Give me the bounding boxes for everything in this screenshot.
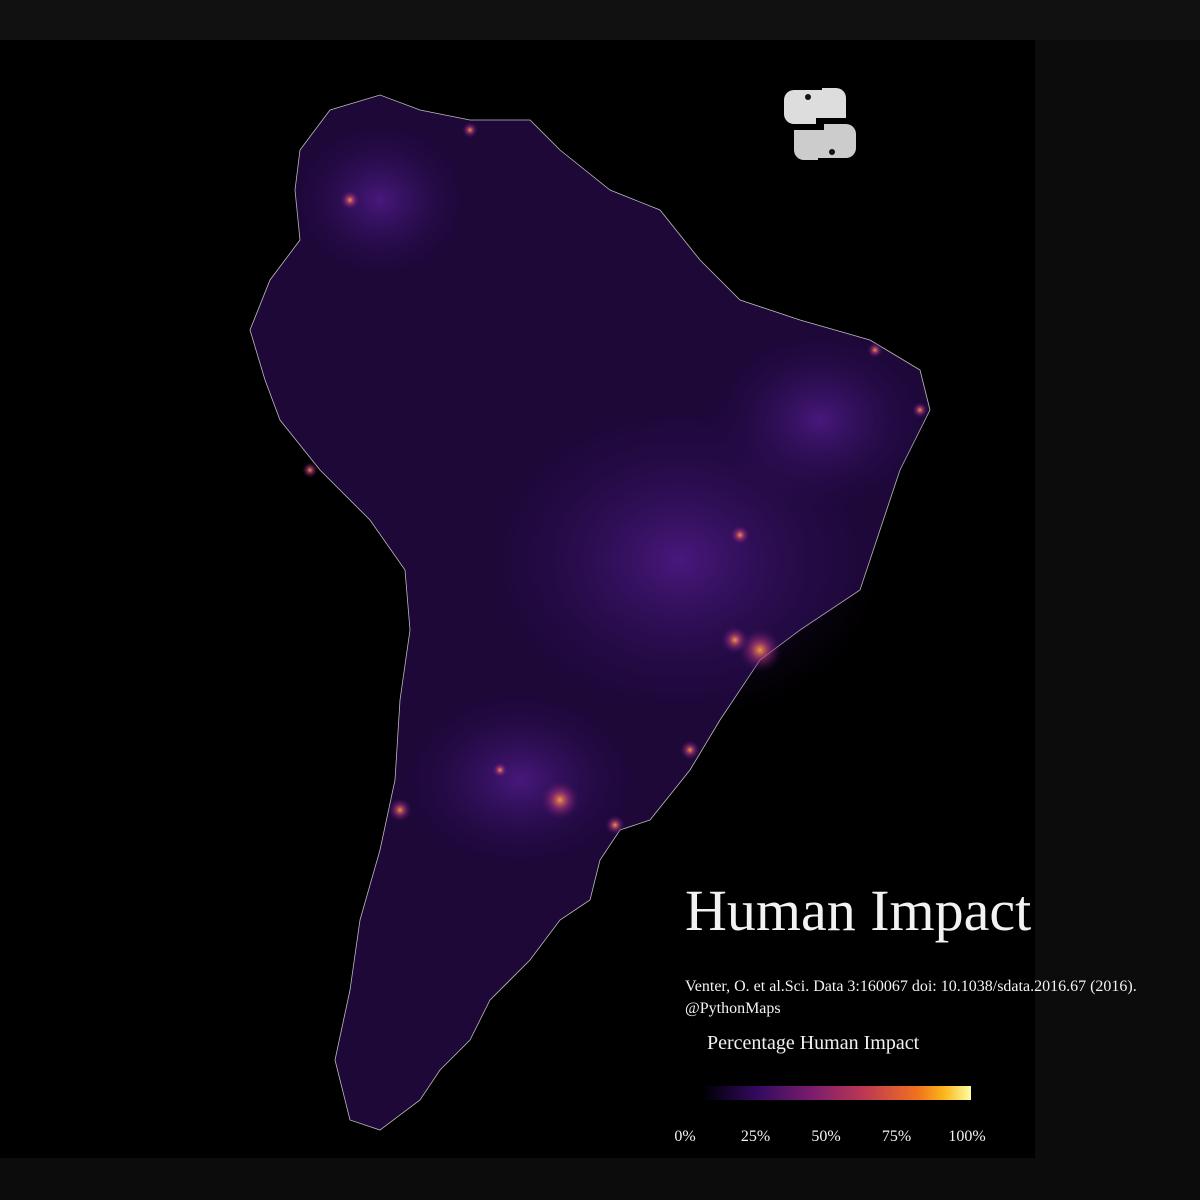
title: Human Impact <box>685 878 1031 943</box>
colorbar-ticks: 0% 25% 50% 75% 100% <box>674 1128 985 1145</box>
colorbar <box>703 1086 971 1100</box>
colorbar-tick-label: 0% <box>674 1128 695 1145</box>
python-logo <box>784 88 856 160</box>
top-band <box>0 0 1200 40</box>
impact-haze <box>290 120 930 870</box>
city-glows <box>302 122 928 835</box>
colorbar-tick-label: 100% <box>948 1128 985 1145</box>
credit: @PythonMaps <box>685 1000 781 1017</box>
colorbar-tick-label: 50% <box>811 1128 840 1145</box>
colorbar-tick-label: 25% <box>741 1128 770 1145</box>
source: Venter, O. et al.Sci. Data 3:160067 doi:… <box>685 978 1137 995</box>
colorbar-tick-label: 75% <box>882 1128 911 1145</box>
legend-title: Percentage Human Impact <box>707 1032 920 1054</box>
